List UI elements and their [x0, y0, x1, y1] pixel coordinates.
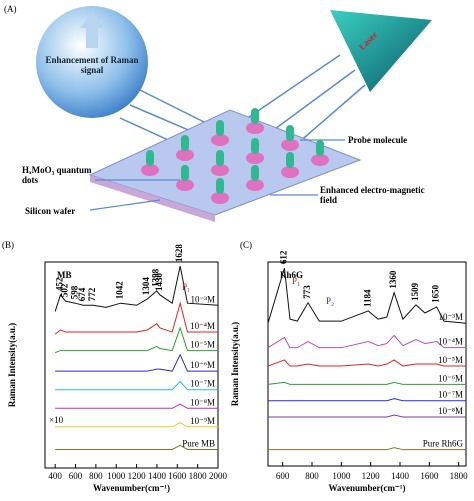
x-tick-label: 1000: [107, 471, 126, 481]
peak-label: 502: [60, 283, 70, 297]
spectrum: [268, 414, 466, 418]
series-label: 10⁻⁴M: [190, 321, 215, 331]
series-label: Pure Rh6G: [423, 439, 464, 449]
y-axis-label: Raman Intensity(a.u.): [7, 323, 17, 407]
panel-a: (A) Enhancement of Raman signal Laser Pr…: [4, 4, 432, 222]
x-tick-label: 400: [48, 471, 62, 481]
dots-label: HₓMoO₃ quantum dots: [22, 165, 92, 185]
annotation: P₁: [182, 282, 190, 292]
series-label: 10⁻⁶M: [190, 360, 215, 370]
series-label: 10⁻⁸M: [438, 406, 463, 416]
series-label: 10⁻⁷M: [190, 379, 215, 389]
peak-label: 1430: [154, 272, 164, 291]
spectrum: [55, 380, 218, 391]
x-tick-label: 1200: [128, 471, 147, 481]
peak-label: 598: [69, 285, 79, 299]
x-tick-label: 600: [276, 471, 290, 481]
spectrum: [55, 444, 218, 450]
annotation: P₂: [326, 296, 334, 306]
spectrum: [267, 334, 466, 349]
series-label: 10⁻⁶M: [438, 373, 463, 383]
peak-label: 1398: [151, 268, 161, 287]
dots-box: HₓMoO₃ quantum dots: [22, 165, 92, 185]
x-tick-label: 1600: [168, 471, 187, 481]
series-label: 10⁻⁵M: [190, 340, 215, 350]
spectrum: [55, 422, 218, 428]
spectrum: [268, 447, 466, 451]
field-label: Enhanced electro-magnetic field: [320, 185, 425, 205]
sphere-text: Enhancement of Raman signal: [45, 55, 139, 75]
annotation: ×10: [49, 415, 64, 425]
peak-label: 1042: [115, 281, 125, 300]
x-tick-label: 1800: [189, 471, 208, 481]
series-label: 10⁻⁹M: [190, 416, 215, 426]
series-label: 10⁻⁴M: [438, 337, 463, 347]
charts: (B) MB Wavenumber(cm⁻¹) Raman Intensity(a.u…: [2, 240, 468, 493]
x-tick-label: 2000: [209, 471, 228, 481]
x-tick-label: 1400: [148, 471, 167, 481]
x-tick-label: 1800: [450, 471, 469, 481]
series-label: 10⁻³M: [191, 294, 215, 304]
panel-label: (A): [4, 4, 17, 14]
spectrum: [267, 359, 466, 367]
spectrum: [268, 398, 466, 402]
spectrum: [267, 267, 467, 324]
peak-label: 1650: [431, 284, 441, 303]
probe-label: Probe molecule: [348, 135, 407, 145]
x-tick-label: 600: [69, 471, 83, 481]
spectrum: [55, 403, 218, 409]
series-label: 10⁻³M: [439, 312, 463, 322]
x-tick-label: 800: [89, 471, 103, 481]
pillars: [141, 108, 329, 204]
x-tick-label: 1400: [391, 471, 410, 481]
spectrum: [54, 266, 219, 312]
series-label: Pure MB: [182, 438, 215, 448]
spectrum: [54, 326, 218, 354]
x-tick-label: 1000: [332, 471, 351, 481]
y-axis-label: Raman Intensity(a.u.): [230, 322, 240, 406]
peak-label: 773: [302, 285, 312, 299]
x-axis-label: Wavenumber(cm⁻¹): [93, 483, 170, 493]
laser-cone: [330, 10, 432, 92]
wafer-label: Silicon wafer: [25, 206, 75, 216]
plot-frame: [44, 261, 219, 469]
peak-label: 772: [87, 287, 97, 301]
panel-label: (C): [240, 240, 252, 250]
annotation: P₁: [292, 276, 300, 286]
x-axis-label: Wavenumber(cm⁻¹): [329, 483, 406, 493]
peak-label: 1184: [362, 289, 372, 307]
sphere-text-box: Enhancement of Raman signal: [45, 55, 139, 75]
wafer: [90, 175, 215, 222]
chart-title: MB: [57, 270, 72, 280]
peak-label: 1628: [174, 244, 184, 263]
peak-label: 1360: [388, 270, 398, 289]
series-label: 10⁻⁵M: [438, 355, 463, 365]
x-tick-label: 1200: [362, 471, 381, 481]
spectrum: [54, 301, 218, 335]
peak-label: 674: [77, 287, 87, 301]
sphere: [36, 6, 148, 118]
up-arrow: [80, 12, 104, 48]
peak-label: 1304: [141, 277, 151, 296]
pointer-lines: [89, 139, 345, 211]
series-label: 10⁻⁸M: [190, 397, 215, 407]
spectrum: [55, 353, 218, 372]
series-label: 10⁻⁷M: [438, 390, 463, 400]
x-tick-label: 800: [305, 471, 319, 481]
x-tick-label: 1600: [420, 471, 439, 481]
field-box: Enhanced electro-magnetic field: [320, 185, 425, 205]
peak-label: 452: [54, 277, 64, 291]
peak-label: 1509: [410, 282, 420, 301]
plot-frame: [267, 261, 467, 467]
chart-title: Rh6G: [280, 270, 303, 280]
spectrum: [267, 381, 466, 385]
panel-label: (B): [2, 240, 14, 250]
peak-label: 612: [278, 250, 288, 264]
